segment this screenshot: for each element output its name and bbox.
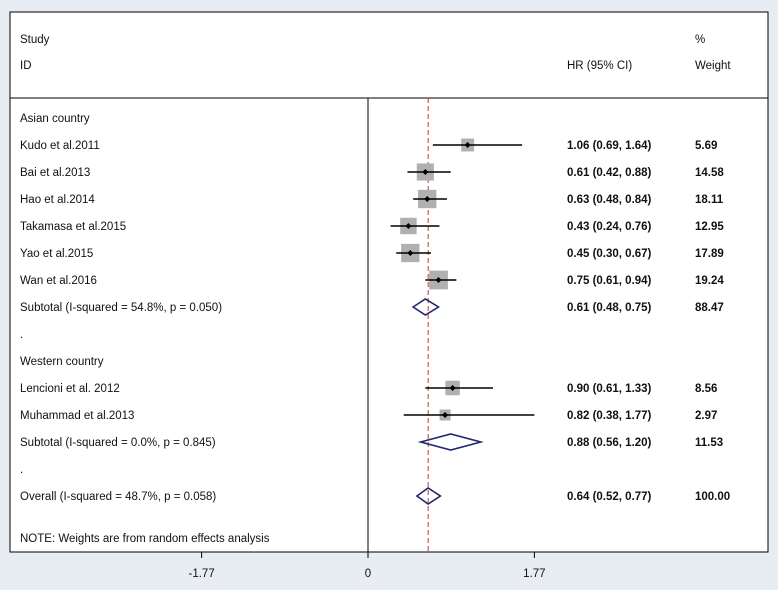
forest-marks: Asian country Kudo et al.2011 1.06 (0.69, …: [20, 98, 730, 558]
weight-text: 17.89: [695, 248, 724, 260]
weight-text: 5.69: [695, 140, 717, 152]
study-label: Bai et al.2013: [20, 167, 90, 179]
weight-text: 88.47: [695, 302, 724, 314]
header-percent: %: [695, 34, 705, 46]
study-label: Lencioni et al. 2012: [20, 383, 120, 395]
subtotal-label: Subtotal (I-squared = 54.8%, p = 0.050): [20, 302, 222, 314]
point-estimate: [422, 169, 429, 175]
note-text: NOTE: Weights are from random effects an…: [20, 533, 270, 545]
x-tick-label: 1.77: [523, 568, 545, 580]
point-estimate: [435, 277, 442, 283]
header-id: ID: [20, 60, 32, 72]
study-label: Wan et al.2016: [20, 275, 97, 287]
point-estimate: [424, 196, 431, 202]
plot-frame: [9, 11, 769, 553]
weight-text: 11.53: [695, 437, 723, 449]
ci-text: 0.63 (0.48, 0.84): [567, 194, 652, 206]
subtotal-diamond: [411, 298, 441, 316]
ci-text: 0.61 (0.48, 0.75): [567, 302, 652, 314]
header-hr: HR (95% CI): [567, 60, 632, 72]
point-estimate: [449, 385, 456, 391]
weight-text: 8.56: [695, 383, 717, 395]
point-estimate: [464, 142, 471, 148]
ci-text: 1.06 (0.69, 1.64): [567, 140, 652, 152]
overall-label: Overall (I-squared = 48.7%, p = 0.058): [20, 491, 216, 503]
subtotal-diamond: [417, 433, 484, 451]
weight-text: 12.95: [695, 221, 724, 233]
point-estimate: [405, 223, 412, 229]
study-label: Kudo et al.2011: [20, 140, 100, 152]
ci-text: 0.88 (0.56, 1.20): [567, 437, 652, 449]
weight-text: 19.24: [695, 275, 724, 287]
study-label: Yao et al.2015: [20, 248, 93, 260]
weight-text: 18.11: [695, 194, 724, 206]
ci-text: 0.82 (0.38, 1.77): [567, 410, 652, 422]
x-tick-label: 0: [365, 568, 371, 580]
header-weight: Weight: [695, 60, 731, 72]
header-study: Study: [20, 34, 50, 46]
ci-text: 0.43 (0.24, 0.76): [567, 221, 652, 233]
ci-text: 0.61 (0.42, 0.88): [567, 167, 652, 179]
study-label: Hao et al.2014: [20, 194, 95, 206]
spacer-dot: .: [20, 464, 23, 476]
ci-text: 0.90 (0.61, 1.33): [567, 383, 652, 395]
overall-diamond: [415, 487, 442, 505]
group-label: Western country: [20, 356, 104, 368]
x-tick-label: -1.77: [189, 568, 215, 580]
study-label: Muhammad et al.2013: [20, 410, 134, 422]
weight-text: 2.97: [695, 410, 717, 422]
group-label: Asian country: [20, 113, 90, 125]
point-estimate: [407, 250, 414, 256]
weight-text: 100.00: [695, 491, 730, 503]
spacer-dot: .: [20, 329, 23, 341]
ci-text: 0.64 (0.52, 0.77): [567, 491, 652, 503]
weight-text: 14.58: [695, 167, 724, 179]
ci-text: 0.45 (0.30, 0.67): [567, 248, 652, 260]
ci-text: 0.75 (0.61, 0.94): [567, 275, 652, 287]
subtotal-label: Subtotal (I-squared = 0.0%, p = 0.845): [20, 437, 216, 449]
point-estimate: [442, 412, 449, 418]
study-label: Takamasa et al.2015: [20, 221, 126, 233]
